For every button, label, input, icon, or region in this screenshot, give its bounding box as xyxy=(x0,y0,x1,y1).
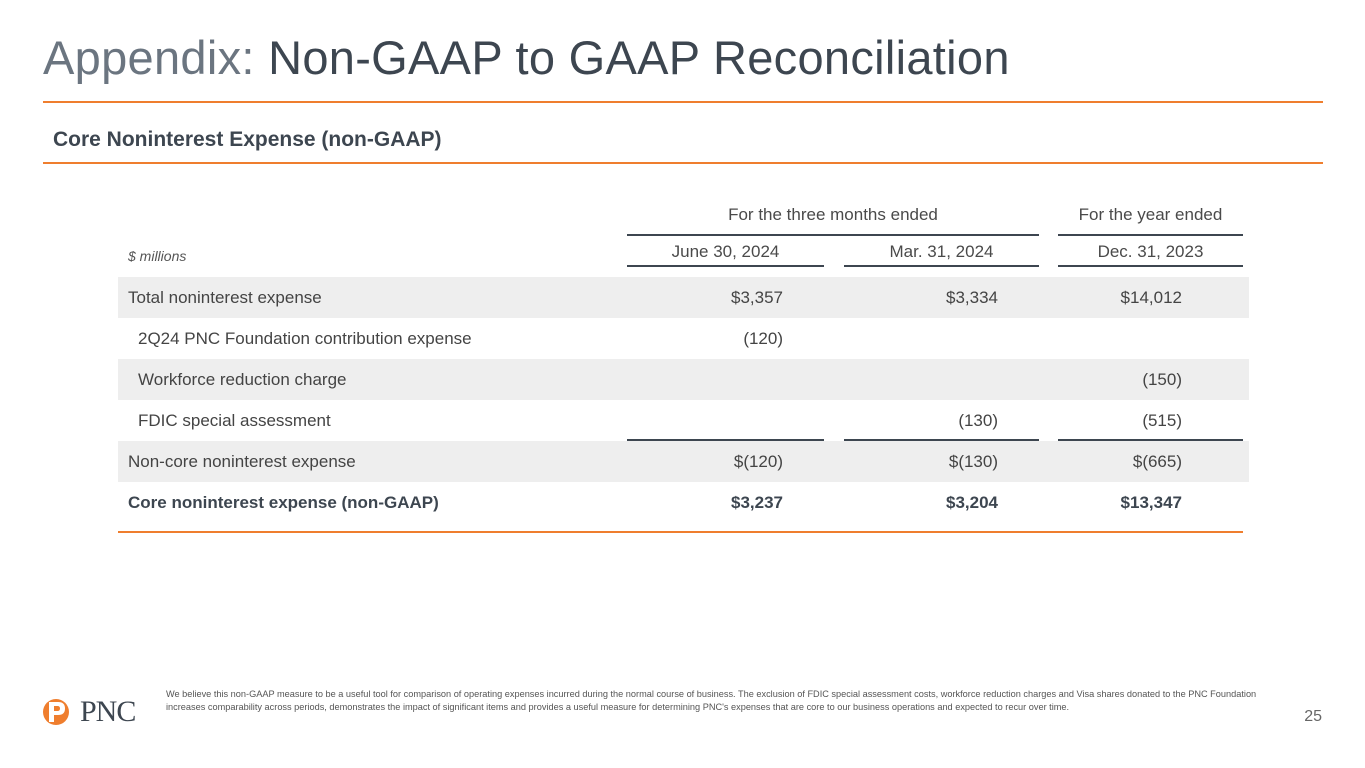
pnc-logo-icon xyxy=(43,699,69,725)
column-header: Dec. 31, 2023 xyxy=(1097,242,1204,261)
cell-value: $3,237 xyxy=(731,493,783,512)
row-label: 2Q24 PNC Foundation contribution expense xyxy=(138,329,472,348)
cell-value: $3,204 xyxy=(946,493,998,512)
subtotal-underline xyxy=(627,439,824,441)
cell-value: (120) xyxy=(743,329,783,348)
cell-value: $14,012 xyxy=(1120,288,1182,307)
cell-value: $(130) xyxy=(948,452,998,471)
table-row-total: Core noninterest expense (non-GAAP) $3,2… xyxy=(118,482,1249,523)
cell-value: $(120) xyxy=(733,452,783,471)
table-row: FDIC special assessment (130) (515) xyxy=(118,400,1249,441)
units-label: $ millions xyxy=(128,248,187,264)
table-row: 2Q24 PNC Foundation contribution expense… xyxy=(118,318,1249,359)
row-label: FDIC special assessment xyxy=(138,411,331,430)
cell-value: $3,334 xyxy=(946,288,998,307)
subtotal-underline xyxy=(844,439,1039,441)
cell-value: $13,347 xyxy=(1120,493,1182,512)
row-label: Workforce reduction charge xyxy=(138,370,347,389)
row-label: Non-core noninterest expense xyxy=(128,452,356,471)
cell-value: $(665) xyxy=(1132,452,1182,471)
column-underline xyxy=(627,265,824,267)
column-header: June 30, 2024 xyxy=(671,242,780,261)
table-row: Total noninterest expense $3,357 $3,334 … xyxy=(118,277,1249,318)
table-row: Workforce reduction charge (150) xyxy=(118,359,1249,400)
logo-wordmark: PNC xyxy=(80,695,136,728)
title-divider xyxy=(43,101,1323,103)
table-bottom-rule xyxy=(118,531,1243,533)
header-year-ended: For the year ended xyxy=(1078,205,1223,224)
section-title: Core Noninterest Expense (non-GAAP) xyxy=(53,128,442,151)
title-main: Non-GAAP to GAAP Reconciliation xyxy=(254,31,1010,84)
column-underline xyxy=(1058,265,1243,267)
table-row: Non-core noninterest expense $(120) $(13… xyxy=(118,441,1249,482)
section-divider xyxy=(43,162,1323,164)
page-number: 25 xyxy=(1304,708,1322,725)
title-prefix: Appendix: xyxy=(43,31,255,84)
footnote: We believe this non-GAAP measure to be a… xyxy=(166,689,1257,712)
header-group-underline xyxy=(1058,234,1243,236)
row-label: Total noninterest expense xyxy=(128,288,322,307)
column-underline xyxy=(844,265,1039,267)
header-three-months: For the three months ended xyxy=(728,205,938,224)
row-label: Core noninterest expense (non-GAAP) xyxy=(128,493,439,512)
cell-value: $3,357 xyxy=(731,288,783,307)
page-title: Appendix: Non-GAAP to GAAP Reconciliatio… xyxy=(43,28,1010,88)
column-header: Mar. 31, 2024 xyxy=(889,242,994,261)
cell-value: (515) xyxy=(1142,411,1182,430)
header-group-underline xyxy=(627,234,1039,236)
cell-value: (130) xyxy=(958,411,998,430)
subtotal-underline xyxy=(1058,439,1243,441)
cell-value: (150) xyxy=(1142,370,1182,389)
